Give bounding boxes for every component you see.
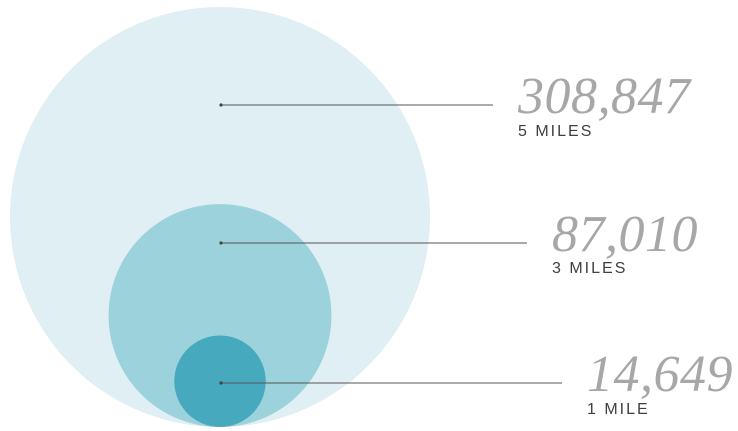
radius-label-3-miles: 3 MILES — [552, 260, 627, 277]
center-dot-3-miles — [219, 241, 223, 245]
center-dot-5-miles — [219, 103, 223, 107]
radius-label-5-miles: 5 MILES — [518, 123, 593, 140]
bubble-1-mile — [174, 335, 266, 427]
bubble-3-miles — [108, 204, 332, 427]
value-label-1-mile: 14,649 — [587, 346, 733, 403]
radius-label-1-mile: 1 MILE — [587, 401, 650, 418]
value-label-5-miles: 308,847 — [517, 68, 692, 125]
value-label-3-miles: 87,010 — [552, 206, 698, 263]
center-dot-1-mile — [219, 381, 223, 385]
